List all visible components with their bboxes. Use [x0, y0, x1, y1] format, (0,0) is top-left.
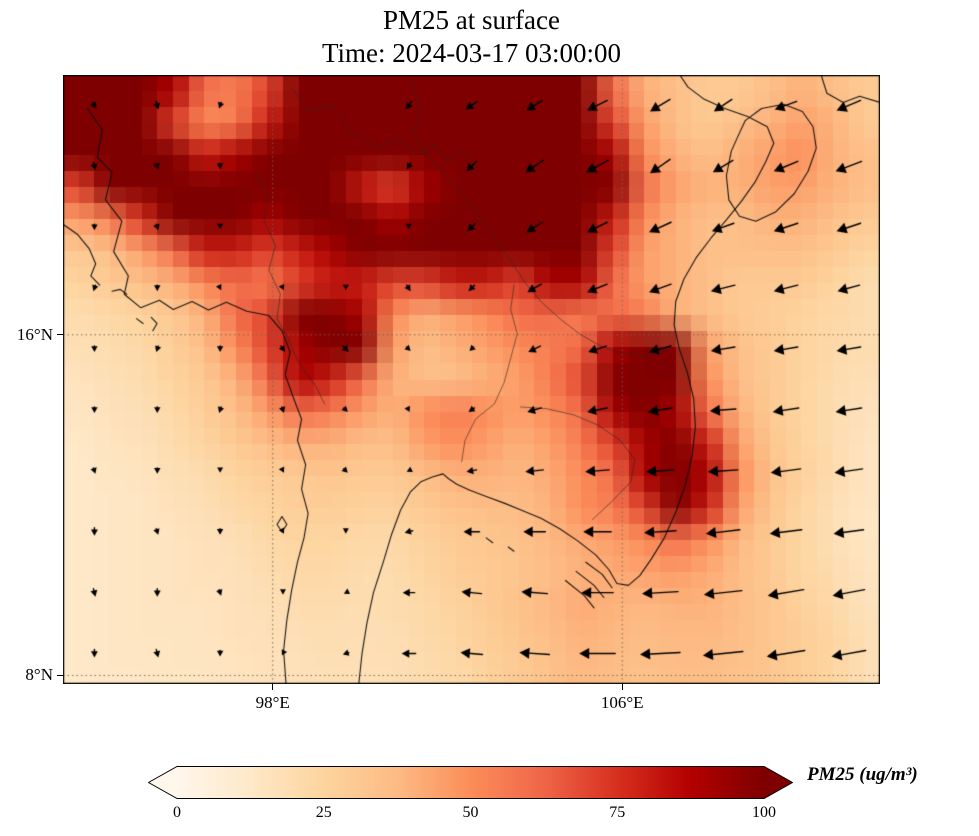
y-tick-mark-8 [57, 674, 63, 676]
colorbar-tick-100: 100 [752, 804, 776, 821]
title-line-2: Time: 2024-03-17 03:00:00 [321, 38, 622, 68]
y-tick-mark-16 [57, 334, 63, 336]
title-line-1: PM25 at surface [383, 5, 560, 35]
x-tick-label-106: 106°E [600, 693, 644, 712]
x-tick-mark-106 [621, 684, 623, 690]
colorbar-label: PM25 (ug/m³) [807, 764, 918, 785]
colorbar-tick-50: 50 [462, 804, 479, 821]
x-tick-label-98: 98°E [255, 693, 290, 712]
pm25-heatmap-canvas [63, 75, 880, 684]
chart-title: PM25 at surface Time: 2024-03-17 03:00:0… [63, 4, 880, 70]
y-tick-label-16: 16°N [16, 324, 53, 344]
colorbar-tick-75: 75 [609, 804, 626, 821]
colorbar-tick-0: 0 [173, 804, 181, 821]
colorbar-gradient [147, 766, 794, 799]
colorbar [147, 766, 794, 799]
map-plot-area [63, 75, 880, 684]
colorbar-tick-25: 25 [315, 804, 332, 821]
y-tick-label-8: 8°N [25, 665, 53, 685]
x-tick-mark-98 [272, 684, 274, 690]
